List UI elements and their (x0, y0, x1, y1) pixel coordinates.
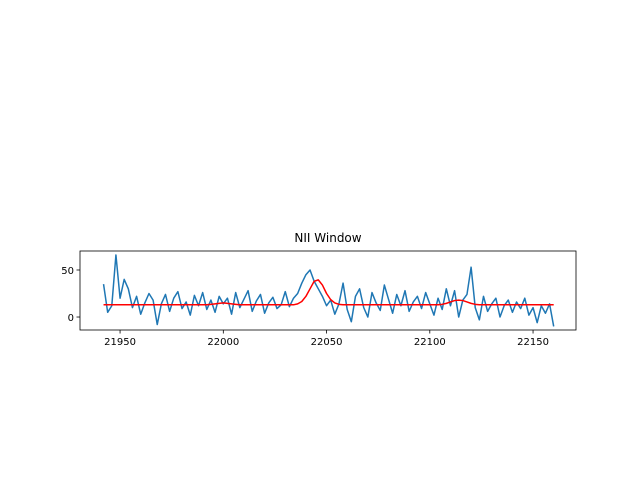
plot-frame (79, 250, 577, 331)
x-tick-label: 22050 (311, 337, 343, 348)
x-tick-label: 22100 (414, 337, 446, 348)
chart-title: NII Window (294, 231, 361, 245)
x-tick-label: 21950 (104, 337, 136, 348)
x-tick-label: 22000 (207, 337, 239, 348)
y-tick-label: 0 (68, 313, 74, 324)
data-line (103, 279, 554, 306)
y-tick-label: 50 (61, 266, 74, 277)
x-tick-label: 22150 (517, 337, 549, 348)
data-line (102, 254, 555, 327)
